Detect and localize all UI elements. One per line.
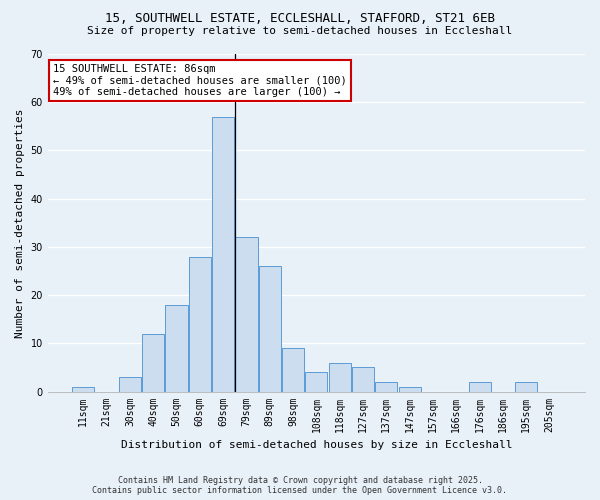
Bar [398,386,421,392]
Bar [259,266,281,392]
Bar [515,382,537,392]
Text: Size of property relative to semi-detached houses in Eccleshall: Size of property relative to semi-detach… [88,26,512,36]
Bar [119,377,141,392]
Bar [305,372,328,392]
Bar [282,348,304,392]
Text: Contains HM Land Registry data © Crown copyright and database right 2025.
Contai: Contains HM Land Registry data © Crown c… [92,476,508,495]
Bar [235,237,257,392]
Bar [189,256,211,392]
Bar [142,334,164,392]
Bar [329,362,351,392]
Bar [72,386,94,392]
Bar [375,382,397,392]
Text: 15 SOUTHWELL ESTATE: 86sqm
← 49% of semi-detached houses are smaller (100)
49% o: 15 SOUTHWELL ESTATE: 86sqm ← 49% of semi… [53,64,347,98]
Bar [352,368,374,392]
Y-axis label: Number of semi-detached properties: Number of semi-detached properties [15,108,25,338]
Bar [212,116,234,392]
X-axis label: Distribution of semi-detached houses by size in Eccleshall: Distribution of semi-detached houses by … [121,440,512,450]
Bar [166,305,188,392]
Bar [469,382,491,392]
Text: 15, SOUTHWELL ESTATE, ECCLESHALL, STAFFORD, ST21 6EB: 15, SOUTHWELL ESTATE, ECCLESHALL, STAFFO… [105,12,495,26]
